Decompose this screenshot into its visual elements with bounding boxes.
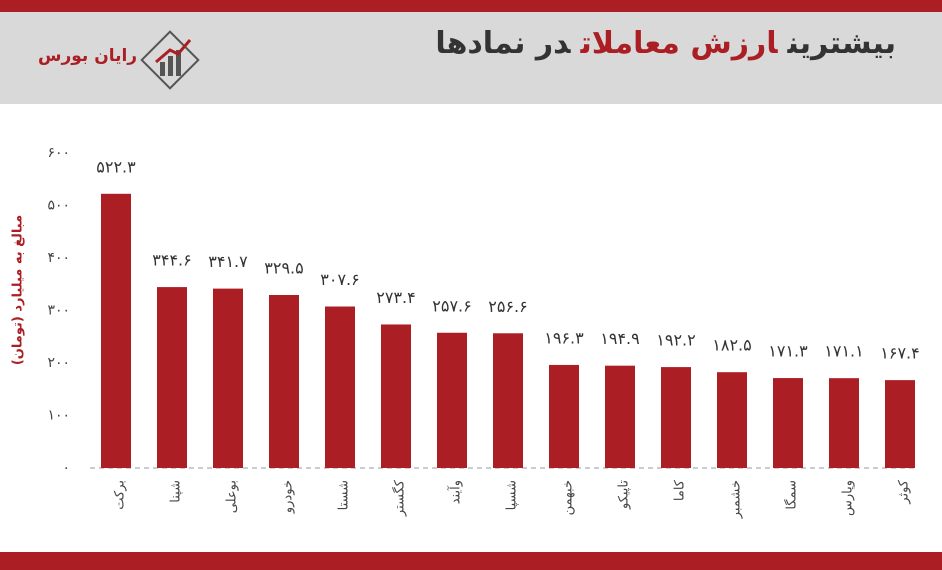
- bar: [829, 378, 859, 468]
- title-part: ارزش معاملات: [580, 26, 778, 61]
- bar: [269, 295, 299, 468]
- x-tick-label: خبهمن: [561, 480, 576, 515]
- value-label: ۱۷۱.۱: [824, 342, 863, 361]
- value-label: ۳۴۱.۷: [208, 252, 248, 271]
- header: [0, 12, 942, 104]
- bar: [661, 367, 691, 468]
- value-label: ۲۵۶.۶: [488, 297, 527, 316]
- x-tick-label: کاما: [673, 479, 688, 501]
- y-tick-label: ۱۰۰: [47, 408, 70, 424]
- logo: [140, 30, 200, 90]
- value-label: ۱۹۴.۹: [600, 329, 639, 348]
- bar: [325, 306, 355, 468]
- x-tick-label: تاپیکو: [617, 480, 632, 510]
- value-label: ۲۵۷.۶: [432, 296, 471, 315]
- y-tick-label: ۶۰۰: [47, 145, 70, 161]
- value-label: ۳۰۷.۶: [320, 270, 359, 289]
- bar: [213, 288, 243, 468]
- bar: [605, 365, 635, 468]
- value-label: ۱۸۲.۵: [712, 336, 751, 355]
- x-tick-label: وپارس: [841, 480, 856, 516]
- bar: [885, 380, 915, 468]
- title-part: در نمادها: [435, 26, 571, 61]
- x-tick-label: خودرو: [281, 480, 296, 514]
- x-tick-label: خشمبر: [729, 480, 744, 519]
- bar: [717, 372, 747, 468]
- x-tick-label: شپنا: [169, 480, 184, 503]
- title-part: بیشترین: [787, 26, 896, 61]
- bar: [101, 193, 131, 469]
- x-tick-label: برکت: [113, 480, 128, 510]
- value-label: ۱۹۲.۲: [656, 331, 695, 350]
- value-label: ۲۷۳.۴: [376, 288, 415, 307]
- x-tick-label: شستا: [337, 480, 352, 510]
- brand: رایان بورس: [38, 46, 138, 66]
- top-bar: [0, 0, 942, 12]
- bar: [437, 332, 467, 468]
- bar: [493, 333, 523, 468]
- y-tick-label: ۲۰۰: [47, 355, 70, 371]
- y-axis-label: مبالغ به میلیارد (تومان): [11, 215, 26, 365]
- y-tick-label: ۵۰۰: [47, 198, 70, 214]
- x-tick-label: سمگا: [784, 480, 800, 510]
- x-tick-label: وآیند: [447, 480, 464, 504]
- bar: [157, 287, 187, 468]
- bar: [773, 378, 803, 468]
- chart-title: بیشترین ارزش معاملات در نمادها: [425, 26, 896, 61]
- x-tick-label: شسپا: [505, 480, 520, 510]
- bottom-bar: [0, 552, 942, 570]
- value-label: ۱۶۷.۴: [880, 344, 919, 363]
- y-tick-label: ۳۰۰: [47, 303, 70, 319]
- x-tick-label: کوثر: [897, 479, 912, 505]
- value-label: ۱۷۱.۳: [768, 342, 808, 361]
- value-label: ۳۴۴.۶: [152, 251, 191, 270]
- x-tick-label: بوعلی: [225, 480, 240, 513]
- value-label: ۵۲۲.۳: [96, 157, 136, 176]
- bar: [549, 364, 579, 468]
- y-tick-label: ۴۰۰: [47, 250, 70, 266]
- value-label: ۳۲۹.۵: [264, 259, 303, 278]
- value-label: ۱۹۶.۳: [544, 328, 584, 347]
- x-tick-label: کگستر: [392, 479, 408, 517]
- y-tick-label: ۰: [62, 460, 70, 476]
- bar: [381, 324, 411, 468]
